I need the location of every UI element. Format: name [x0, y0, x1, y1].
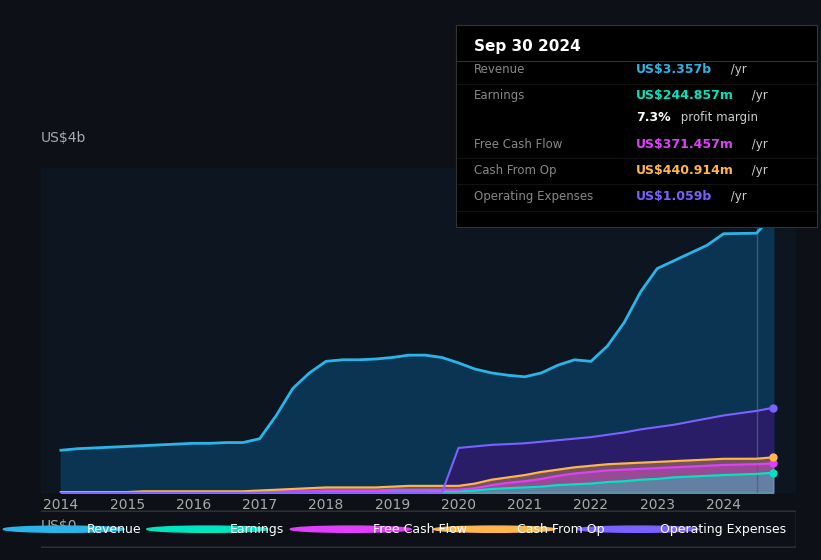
Circle shape: [433, 526, 555, 533]
Text: Earnings: Earnings: [474, 89, 525, 102]
Text: profit margin: profit margin: [677, 111, 758, 124]
Text: US$371.457m: US$371.457m: [636, 138, 734, 151]
Text: Operating Expenses: Operating Expenses: [660, 522, 787, 536]
Circle shape: [291, 526, 411, 533]
Text: US$440.914m: US$440.914m: [636, 164, 734, 177]
Text: /yr: /yr: [748, 89, 768, 102]
Text: US$0: US$0: [41, 519, 77, 533]
Text: US$244.857m: US$244.857m: [636, 89, 734, 102]
Text: Revenue: Revenue: [86, 522, 141, 536]
Text: Earnings: Earnings: [230, 522, 284, 536]
Text: Free Cash Flow: Free Cash Flow: [374, 522, 467, 536]
Text: US$1.059b: US$1.059b: [636, 190, 713, 203]
Text: US$4b: US$4b: [41, 131, 86, 145]
Text: US$3.357b: US$3.357b: [636, 63, 713, 76]
Text: Cash From Op: Cash From Op: [517, 522, 604, 536]
Text: /yr: /yr: [727, 63, 747, 76]
Circle shape: [147, 526, 268, 533]
Text: /yr: /yr: [748, 138, 768, 151]
Circle shape: [577, 526, 698, 533]
Text: Cash From Op: Cash From Op: [474, 164, 556, 177]
Text: Operating Expenses: Operating Expenses: [474, 190, 593, 203]
Text: /yr: /yr: [748, 164, 768, 177]
Circle shape: [3, 526, 124, 533]
Text: Sep 30 2024: Sep 30 2024: [474, 39, 580, 54]
Text: /yr: /yr: [727, 190, 747, 203]
Text: 7.3%: 7.3%: [636, 111, 671, 124]
Text: Free Cash Flow: Free Cash Flow: [474, 138, 562, 151]
Text: Revenue: Revenue: [474, 63, 525, 76]
